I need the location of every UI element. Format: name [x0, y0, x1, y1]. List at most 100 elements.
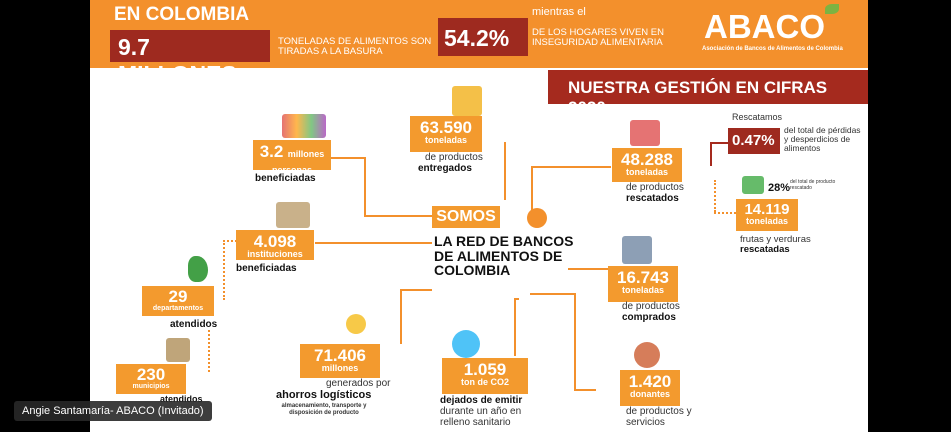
- comprados-number: 16.743: [617, 268, 669, 287]
- fruit-crate-icon: [630, 120, 660, 146]
- departamentos-number: 29: [168, 287, 188, 306]
- somos-badge: SOMOS: [432, 206, 500, 228]
- instituciones-unit: instituciones: [247, 249, 303, 259]
- departamentos-label: atendidos: [170, 319, 218, 330]
- donantes-box: 1.420 donantes: [620, 370, 680, 406]
- percent-pre: mientras el: [532, 6, 586, 18]
- coin-icon: [346, 314, 366, 334]
- connector: [514, 298, 516, 356]
- donantes-unit: donantes: [629, 389, 670, 399]
- rescatamos-desc: del total de pérdidas y desperdicios de …: [784, 125, 861, 153]
- products-icon: [282, 114, 326, 138]
- abaco-logo: ABACO: [704, 8, 825, 45]
- co2-unit: ton de CO2: [460, 377, 509, 387]
- frutas-box: 14.119 toneladas: [736, 199, 798, 231]
- frutas-label2: rescatadas: [740, 244, 790, 255]
- municipios-unit: municipios: [132, 383, 170, 390]
- connector: [330, 157, 366, 159]
- entregados-box: 63.590 toneladas: [410, 116, 482, 152]
- departamentos-unit: departamentos: [152, 305, 204, 312]
- ahorros-number: 71.406: [314, 346, 366, 365]
- rescatamos-box: 0.47%: [728, 128, 780, 154]
- leaf-icon: [825, 4, 839, 14]
- slide: EN COLOMBIA 9.7 MILLONES TONELADAS DE AL…: [90, 0, 868, 432]
- departamentos-box: 29 departamentos: [142, 286, 214, 316]
- rescatamos-pre: Rescatamos: [732, 112, 783, 122]
- frutas-pct: 28%: [768, 182, 791, 194]
- connector: [504, 142, 506, 200]
- donantes-number: 1.420: [628, 372, 672, 391]
- personas-label: beneficiadas: [255, 173, 316, 184]
- center-title: LA RED DE BANCOS DE ALIMENTOS DE COLOMBI…: [434, 233, 574, 279]
- orange-fruit-icon: [527, 208, 547, 228]
- rescatados-number: 48.288: [621, 150, 673, 169]
- donor-icon: [634, 342, 660, 368]
- connector: [531, 166, 611, 168]
- municipios-box: 230 municipios: [116, 364, 186, 394]
- ahorros-label1: generados por: [326, 378, 391, 389]
- connector: [223, 240, 237, 242]
- connector: [710, 142, 728, 144]
- participant-name-label: Angie Santamaría- ABACO (Invitado): [14, 401, 212, 421]
- donantes-label1: de productos y servicios: [626, 406, 692, 428]
- connector: [400, 289, 432, 291]
- comprados-box: 16.743 toneladas: [608, 266, 678, 302]
- entregados-number: 63.590: [420, 118, 472, 137]
- abaco-logo-sub: Asociación de Bancos de Alimentos de Col…: [702, 46, 843, 52]
- instituciones-box: 4.098 instituciones: [236, 230, 314, 260]
- connector: [714, 180, 716, 212]
- ahorros-label2: ahorros logísticos: [276, 389, 372, 401]
- rescatados-unit: toneladas: [625, 167, 668, 177]
- rescatados-label1: de productos: [626, 182, 684, 193]
- box-icon: [452, 86, 482, 116]
- vegetables-icon: [742, 176, 764, 194]
- personas-box: 3.2 millones personas: [253, 140, 331, 175]
- connector: [710, 142, 712, 166]
- co2-number: 1.059: [463, 360, 507, 379]
- municipios-number: 230: [136, 365, 166, 384]
- comprados-unit: toneladas: [621, 285, 664, 295]
- municipios-label: atendidos: [160, 394, 203, 404]
- connector: [514, 298, 519, 300]
- percent-desc: DE LOS HOGARES VIVEN EN INSEGURIDAD ALIM…: [532, 27, 664, 49]
- ahorros-unit: millones: [321, 363, 359, 373]
- co2-label2: durante un año en relleno sanitario: [440, 406, 522, 428]
- people-icon: [276, 202, 310, 228]
- connector: [574, 389, 596, 391]
- connector: [400, 289, 402, 344]
- entregados-label1: de productos: [425, 152, 483, 163]
- ahorros-label3: almacenamiento, transporte y disposición…: [281, 403, 367, 416]
- rescatados-label2: rescatados: [626, 193, 679, 204]
- connector: [223, 240, 225, 300]
- frutas-label1: frutas y verduras: [740, 234, 811, 245]
- rescatados-box: 48.288 toneladas: [612, 148, 682, 182]
- connector: [208, 330, 210, 372]
- shopping-icon: [622, 236, 652, 264]
- instituciones-number: 4.098: [253, 232, 297, 251]
- header-country: EN COLOMBIA: [114, 4, 250, 25]
- frutas-number: 14.119: [744, 201, 790, 218]
- connector: [364, 157, 366, 217]
- connector: [714, 212, 736, 214]
- entregados-unit: toneladas: [424, 135, 467, 145]
- tons-wasted-desc: TONELADAS DE ALIMENTOS SON TIRADAS A LA …: [278, 36, 432, 58]
- frutas-unit: toneladas: [745, 216, 788, 226]
- connector: [315, 242, 432, 244]
- tons-wasted-box: 9.7 MILLONES: [110, 30, 270, 87]
- comprados-label1: de productos: [622, 301, 680, 312]
- personas-unit: millones personas: [271, 149, 325, 175]
- ahorros-box: 71.406 millones: [300, 344, 380, 378]
- personas-number: 3.2: [259, 142, 284, 161]
- section-title: NUESTRA GESTIÓN EN CIFRAS 2020: [548, 70, 868, 117]
- co2-cloud-icon: [452, 330, 480, 358]
- connector: [531, 166, 533, 216]
- percent-box: 54.2%: [438, 18, 528, 56]
- frutas-pct-desc: del total de producto rescatado: [790, 179, 836, 191]
- instituciones-label: beneficiadas: [236, 263, 297, 274]
- colombia-map-icon: [188, 256, 208, 282]
- co2-box: 1.059 ton de CO2: [442, 358, 528, 394]
- connector: [574, 293, 576, 389]
- connector: [568, 268, 608, 270]
- comprados-label2: comprados: [622, 312, 676, 323]
- town-icon: [166, 338, 190, 362]
